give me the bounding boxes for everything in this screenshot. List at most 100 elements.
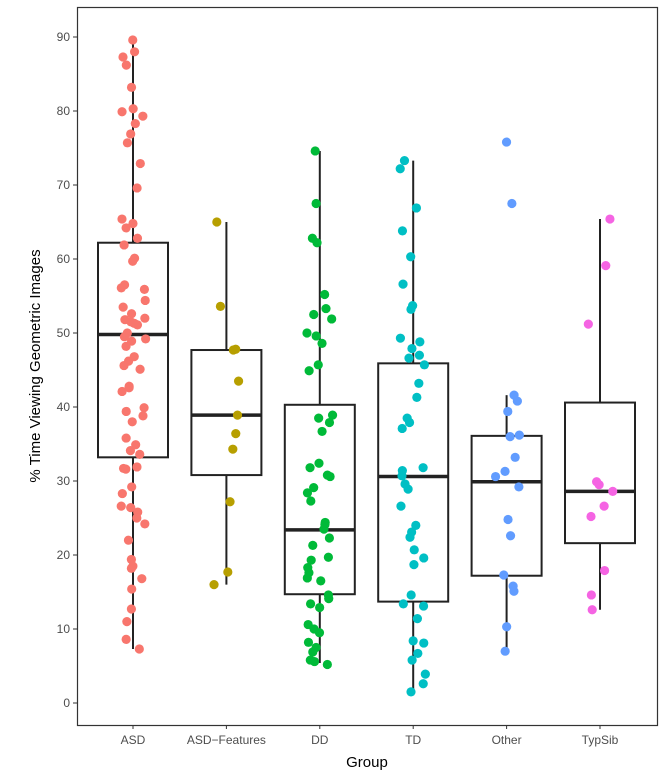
data-point — [137, 574, 147, 584]
data-point — [509, 586, 519, 596]
data-point — [316, 576, 326, 586]
data-point — [413, 648, 423, 659]
panel-border — [76, 6, 659, 727]
data-point — [408, 636, 418, 646]
data-point — [127, 417, 137, 427]
iqr-box — [470, 434, 543, 577]
data-point — [406, 590, 416, 600]
data-point — [128, 218, 138, 229]
data-point — [324, 594, 334, 604]
data-point — [411, 203, 422, 213]
data-point — [117, 488, 127, 499]
data-point — [128, 256, 138, 266]
data-point — [505, 531, 516, 541]
x-tick-label: TypSib — [582, 733, 619, 747]
data-point — [309, 483, 319, 493]
data-point — [232, 410, 243, 420]
data-point — [212, 217, 222, 227]
y-axis: 0 10 20 30 40 50 60 70 80 90 — [57, 30, 77, 710]
data-point — [419, 553, 429, 563]
data-point — [126, 563, 137, 573]
iqr-box — [190, 349, 263, 477]
data-point — [320, 289, 330, 300]
x-tick-label: Other — [492, 733, 522, 747]
data-point — [117, 386, 127, 397]
data-point — [601, 261, 611, 271]
data-point — [308, 540, 318, 550]
data-point — [500, 466, 510, 476]
data-point — [135, 364, 145, 374]
y-tick-label: 10 — [57, 622, 71, 636]
data-point — [302, 573, 312, 583]
data-point — [500, 646, 510, 656]
data-point — [323, 552, 333, 562]
data-point — [119, 240, 129, 250]
data-point — [231, 429, 241, 439]
data-point — [510, 452, 520, 462]
data-point — [414, 350, 425, 360]
data-point — [397, 423, 407, 434]
data-point — [118, 302, 128, 312]
data-point — [599, 565, 610, 576]
data-point — [314, 628, 325, 638]
data-point — [317, 426, 327, 437]
data-point — [317, 338, 327, 348]
data-point — [130, 118, 140, 129]
data-point — [304, 366, 314, 376]
data-point — [418, 601, 429, 611]
x-axis: ASD ASD−Features DD TD Other TypSib — [121, 725, 619, 747]
data-point — [126, 129, 136, 139]
data-point — [324, 533, 335, 543]
data-point — [315, 602, 325, 613]
data-point — [215, 301, 226, 311]
data-point — [306, 496, 316, 506]
data-point — [134, 644, 144, 654]
data-point — [116, 283, 126, 293]
data-point — [126, 309, 137, 319]
y-tick-label: 40 — [57, 400, 71, 414]
data-point — [127, 584, 137, 594]
data-point — [225, 497, 235, 507]
data-point — [132, 513, 142, 523]
data-point — [418, 679, 428, 689]
data-point — [117, 107, 127, 117]
data-point — [409, 560, 419, 570]
data-point — [419, 638, 429, 648]
data-point — [419, 360, 429, 370]
data-point — [121, 433, 131, 443]
data-point — [314, 413, 324, 423]
data-point — [233, 376, 244, 386]
plot-area — [97, 35, 636, 697]
data-point — [117, 214, 127, 224]
x-tick-label: TD — [405, 733, 421, 747]
data-point — [395, 333, 406, 343]
data-point — [325, 471, 335, 482]
data-point — [411, 520, 421, 531]
data-point — [122, 617, 132, 627]
data-point — [139, 403, 149, 413]
data-point — [116, 501, 126, 511]
box-dd — [283, 146, 356, 670]
data-point — [397, 226, 408, 236]
data-point — [121, 60, 131, 70]
data-point — [141, 334, 151, 344]
data-point — [135, 158, 145, 169]
data-point — [122, 138, 132, 148]
data-point — [127, 482, 137, 492]
data-point — [310, 146, 320, 156]
data-point — [314, 458, 324, 468]
data-point — [404, 353, 414, 363]
y-tick-label: 90 — [57, 30, 71, 44]
data-point — [403, 484, 413, 494]
y-tick-label: 80 — [57, 104, 71, 118]
data-point — [228, 444, 238, 454]
data-point — [507, 198, 517, 209]
data-point — [599, 501, 609, 511]
data-point — [302, 328, 312, 338]
data-point — [305, 655, 315, 665]
y-tick-label: 70 — [57, 178, 71, 192]
data-point — [395, 164, 405, 174]
data-point — [397, 471, 407, 481]
iqr-box — [97, 241, 169, 459]
box-td — [377, 155, 450, 697]
